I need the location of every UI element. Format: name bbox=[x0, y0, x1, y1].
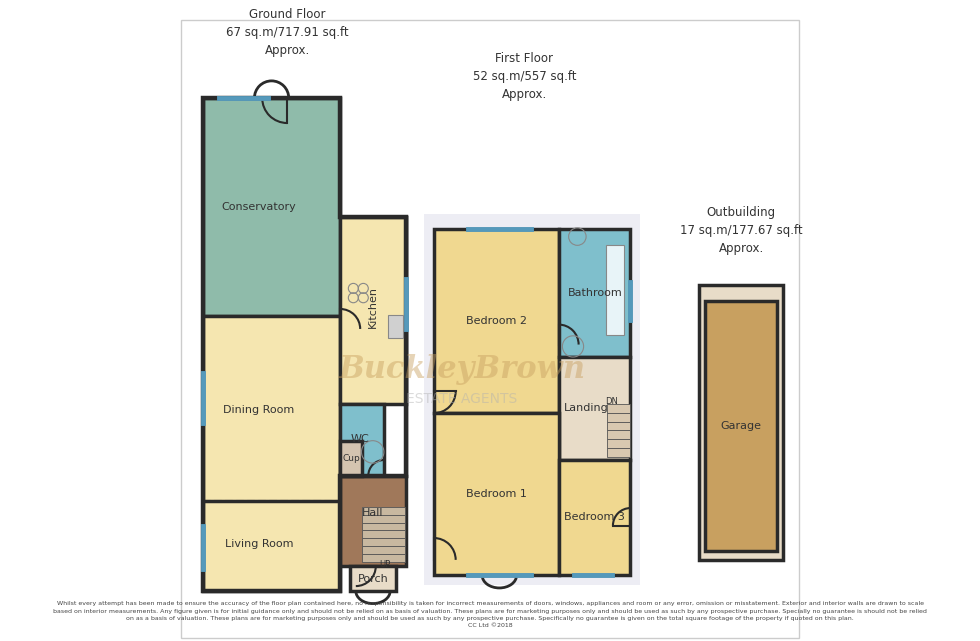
Bar bbox=[203, 501, 340, 591]
Text: Garage: Garage bbox=[720, 420, 761, 431]
Bar bbox=[362, 530, 405, 538]
Bar bbox=[362, 515, 405, 522]
Bar bbox=[699, 285, 783, 560]
Text: Bedroom 1: Bedroom 1 bbox=[466, 489, 526, 499]
Bar bbox=[607, 413, 630, 422]
Bar bbox=[559, 357, 630, 460]
Bar bbox=[362, 554, 405, 562]
Bar bbox=[340, 404, 384, 476]
Text: Bedroom 3: Bedroom 3 bbox=[564, 512, 625, 522]
Bar bbox=[388, 315, 403, 338]
Text: Living Room: Living Room bbox=[224, 539, 293, 549]
Bar bbox=[362, 522, 405, 530]
Text: Bedroom 2: Bedroom 2 bbox=[466, 316, 526, 326]
Bar bbox=[434, 413, 559, 576]
Text: Kitchen: Kitchen bbox=[368, 286, 378, 328]
Bar bbox=[340, 476, 406, 566]
Bar bbox=[340, 217, 406, 404]
Bar bbox=[424, 213, 640, 585]
Text: Landing: Landing bbox=[564, 403, 610, 413]
Text: ESTATE AGENTS: ESTATE AGENTS bbox=[407, 392, 517, 406]
Bar bbox=[362, 538, 405, 546]
Bar bbox=[350, 566, 396, 591]
Bar bbox=[362, 507, 405, 515]
Bar bbox=[607, 439, 630, 448]
Text: DN: DN bbox=[606, 397, 618, 406]
Text: Hall: Hall bbox=[363, 508, 384, 518]
Bar bbox=[559, 229, 630, 357]
Bar bbox=[607, 422, 630, 430]
Bar bbox=[559, 460, 630, 576]
Text: BuckleyBrown: BuckleyBrown bbox=[338, 354, 585, 385]
Bar bbox=[607, 448, 630, 457]
Text: Ground Floor
67 sq.m/717.91 sq.ft
Approx.: Ground Floor 67 sq.m/717.91 sq.ft Approx… bbox=[225, 8, 349, 58]
Bar bbox=[340, 441, 362, 476]
Bar bbox=[203, 317, 340, 504]
Bar bbox=[362, 546, 405, 554]
Bar bbox=[606, 245, 623, 335]
Text: Dining Room: Dining Room bbox=[223, 405, 295, 415]
Bar bbox=[203, 98, 340, 317]
Text: Conservatory: Conservatory bbox=[221, 203, 297, 212]
Bar bbox=[706, 301, 777, 551]
Text: WC: WC bbox=[351, 435, 369, 444]
Bar bbox=[607, 430, 630, 439]
Text: First Floor
52 sq.m/557 sq.ft
Approx.: First Floor 52 sq.m/557 sq.ft Approx. bbox=[472, 52, 576, 101]
Text: Bathroom: Bathroom bbox=[567, 288, 622, 298]
Bar bbox=[434, 229, 559, 413]
Text: Cup: Cup bbox=[343, 454, 361, 463]
Bar bbox=[607, 404, 630, 413]
Text: UP: UP bbox=[379, 560, 390, 569]
Text: Outbuilding
17 sq.m/177.67 sq.ft
Approx.: Outbuilding 17 sq.m/177.67 sq.ft Approx. bbox=[680, 206, 803, 255]
Text: Porch: Porch bbox=[358, 574, 388, 583]
Text: Whilst every attempt has been made to ensure the accuracy of the floor plan cont: Whilst every attempt has been made to en… bbox=[53, 601, 927, 628]
